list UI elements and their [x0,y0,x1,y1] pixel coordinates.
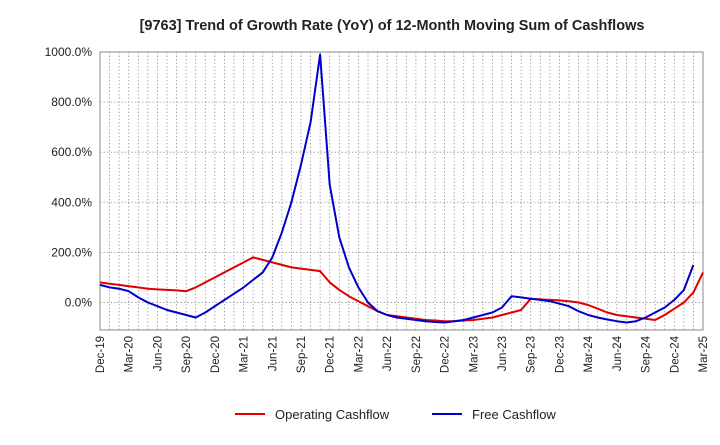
x-tick-label: Sep-21 [296,336,308,373]
x-tick-label: Sep-22 [411,336,423,373]
x-tick-label: Mar-23 [468,336,480,372]
free-cashflow-line [99,53,695,324]
x-tick-label: Sep-24 [641,335,653,373]
x-tick-label: Dec-19 [95,336,107,373]
legend: Operating Cashflow Free Cashflow [235,407,556,422]
y-tick-label: 600.0% [51,145,92,159]
operating-cashflow-line [99,256,704,323]
x-tick-label: Mar-22 [353,336,365,372]
x-tick-label: Mar-25 [698,336,710,372]
x-tick-label: Jun-24 [612,335,624,371]
y-tick-label: 800.0% [51,95,92,109]
chart-title: [9763] Trend of Growth Rate (YoY) of 12-… [140,18,645,34]
free-cashflow-legend-label: Free Cashflow [472,407,556,422]
x-tick-label: Sep-23 [526,336,538,373]
y-axis-tick-labels: 0.0% 200.0% 400.0% 600.0% 800.0% 1000.0% [45,45,93,309]
x-tick-label: Jun-23 [497,336,509,371]
x-tick-label: Sep-20 [181,336,193,373]
x-tick-label: Jun-21 [267,336,279,371]
x-tick-label: Dec-23 [554,336,566,373]
x-tick-label: Dec-24 [669,335,681,373]
y-tick-label: 200.0% [51,245,92,259]
x-tick-label: Mar-24 [583,335,595,372]
y-tick-label: 1000.0% [45,45,93,59]
plot-area [99,51,704,331]
operating-cashflow-legend-label: Operating Cashflow [275,407,390,422]
x-tick-label: Jun-22 [382,336,394,371]
series-lines [99,53,704,324]
y-tick-label: 400.0% [51,195,92,209]
x-tick-label: Dec-21 [325,336,337,373]
grid-lines [99,51,704,330]
x-tick-label: Mar-20 [124,336,136,372]
x-axis-tick-labels: Dec-19 Mar-20 Jun-20 Sep-20 Dec-20 Mar-21 Jun-… [95,335,710,373]
x-tick-label: Dec-20 [210,336,222,373]
x-tick-label: Jun-20 [152,336,164,371]
x-tick-label: Mar-21 [239,336,251,372]
x-tick-label: Dec-22 [440,336,452,373]
y-tick-label: 0.0% [65,295,93,309]
